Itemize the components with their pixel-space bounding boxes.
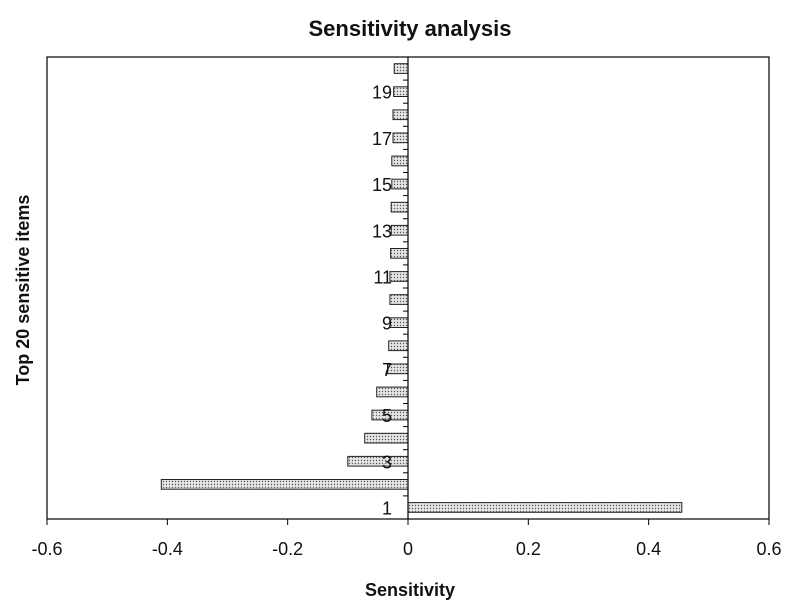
y-tick-label: 1 [382, 498, 392, 518]
bar-item-1 [407, 502, 683, 513]
y-axis-title: Top 20 sensitive items [13, 195, 33, 386]
x-tick-label: -0.2 [272, 539, 303, 559]
bar-item-19 [393, 86, 409, 98]
bar-item-20 [393, 63, 409, 74]
y-tick-label: 15 [372, 175, 392, 195]
y-tick-label: 5 [382, 406, 392, 426]
bar-item-11 [389, 271, 409, 282]
bar-item-8 [388, 340, 409, 352]
bar-item-15 [391, 178, 409, 190]
x-axis-title: Sensitivity [365, 580, 455, 600]
x-tick-label: 0.4 [636, 539, 661, 559]
bar-item-13 [390, 224, 409, 236]
x-tick-label: 0.2 [516, 539, 541, 559]
y-tick-label: 11 [373, 267, 392, 287]
bar-item-9 [389, 317, 409, 328]
bar-item-3 [347, 455, 409, 467]
bar-item-17 [392, 132, 409, 144]
bar-item-12 [390, 248, 409, 259]
y-tick-label: 7 [382, 360, 392, 380]
x-tick-label: 0 [403, 539, 413, 559]
bar-item-10 [389, 294, 409, 305]
bar-item-14 [390, 201, 409, 213]
bar-item-18 [392, 109, 409, 121]
bar-item-2 [160, 479, 409, 490]
bar-item-6 [376, 386, 409, 398]
x-tick-label: 0.6 [756, 539, 781, 559]
y-tick-label: 13 [372, 221, 392, 241]
bars [160, 63, 683, 513]
y-tick-label: 19 [372, 83, 392, 103]
y-tick-label: 3 [382, 452, 392, 472]
x-tick-label: -0.6 [31, 539, 62, 559]
chart-title: Sensitivity analysis [309, 16, 512, 41]
y-tick-label: 17 [372, 129, 392, 149]
y-tick-label: 9 [382, 314, 392, 334]
axes [46, 56, 770, 525]
x-tick-label: -0.4 [152, 539, 183, 559]
bar-item-4 [364, 432, 409, 444]
bar-item-16 [391, 155, 409, 167]
